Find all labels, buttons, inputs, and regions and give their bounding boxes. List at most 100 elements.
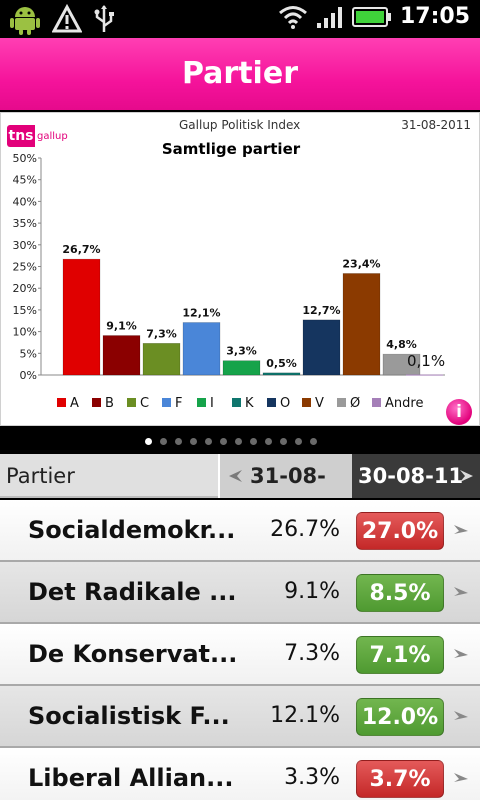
party-name: De Konservat... [28,640,238,668]
party-value: 7.3% [284,641,340,666]
page-dot [250,438,257,445]
party-value: 12.1% [270,703,340,728]
bar [182,322,221,376]
data-label: 7,3% [146,327,177,340]
page-dot [310,438,317,445]
bar [302,319,341,376]
column-title: Partier [6,464,75,488]
wifi-icon [279,5,307,29]
page-dot [145,438,152,445]
page-dot [235,438,242,445]
page-dot [160,438,167,445]
y-tick-label: 15% [13,304,37,317]
page-dot [205,438,212,445]
bar [342,273,381,376]
legend-swatch [302,398,311,407]
status-bar: 17:05 [0,0,480,38]
legend-label: B [105,396,114,411]
party-name: Socialistisk F... [28,702,230,730]
row-arrow-icon [454,711,468,720]
y-tick-label: 40% [13,195,37,208]
prev-value-badge: 27.0% [356,512,444,550]
legend-swatch [127,398,136,407]
data-label: 12,1% [182,306,220,319]
android-icon [10,7,40,35]
prev-value-badge: 3.7% [356,760,444,798]
data-label: 0,1% [407,352,445,370]
row-arrow-icon [454,525,468,534]
tns-gallup-logo: tns gallup [7,123,68,149]
usb-icon [94,5,114,32]
data-label: 3,3% [226,345,257,358]
data-label: 0,5% [266,357,297,370]
list-item[interactable]: De Konservat... 7.3% 7.1% [0,624,480,686]
legend-label: V [315,396,324,411]
prev-value-badge: 12.0% [356,698,444,736]
bar [222,360,261,376]
legend-label: O [280,396,290,411]
row-arrow-icon [454,773,468,782]
legend-label: Ø [350,396,360,411]
legend-label: I [210,396,214,411]
legend-swatch [92,398,101,407]
chevron-right-icon [460,470,473,482]
page-dot [280,438,287,445]
legend-swatch [162,398,171,407]
logo-main: tns [7,125,35,147]
page-title: Partier [182,56,298,91]
date-compare-label: 30-08-11 [358,464,464,488]
y-tick-label: 25% [13,261,37,274]
party-list: Socialdemokr... 26.7% 27.0% Det Radikale… [0,500,480,800]
battery-icon [351,6,391,27]
bar [102,335,141,376]
y-tick-label: 50% [13,152,37,165]
list-item[interactable]: Socialdemokr... 26.7% 27.0% [0,500,480,562]
legend-label: Andre [385,396,423,411]
party-name: Socialdemokr... [28,516,236,544]
y-tick-label: 35% [13,217,37,230]
bar-chart: 0% 5% 10% 15% 20% 25% 30% 35% 40% 45% 50% 26,7% 9,1%… [13,152,446,411]
y-tick-label: 0% [20,369,37,382]
info-button[interactable]: i [446,399,472,425]
legend-label: K [245,396,254,411]
bar [382,353,421,376]
page-dot [295,438,302,445]
legend-swatch [232,398,241,407]
party-value: 3.3% [284,765,340,790]
y-tick-label: 5% [20,347,37,360]
title-bar: Partier [0,38,480,110]
list-item[interactable]: Det Radikale ... 9.1% 8.5% [0,562,480,624]
row-arrow-icon [454,587,468,596]
bar [406,374,443,376]
clock: 17:05 [399,4,470,29]
date-compare-button[interactable]: 30-08-11 [352,454,480,498]
y-tick-label: 45% [13,174,37,187]
party-value: 9.1% [284,579,340,604]
chart-title: Samtlige partier [161,140,301,158]
table-header: Partier 31-08-11 30-08-11 [0,454,480,532]
signal-icon [316,6,342,28]
page-dot [175,438,182,445]
legend-swatch [372,398,381,407]
chart-panel[interactable]: 0% 5% 10% 15% 20% 25% 30% 35% 40% 45% 50% 26,7% 9,1%… [0,112,480,426]
list-item[interactable]: Socialistisk F... 12.1% 12.0% [0,686,480,748]
legend-swatch [267,398,276,407]
party-name: Det Radikale ... [28,578,237,606]
date-prev-button[interactable]: 31-08-11 [218,454,352,532]
party-name: Liberal Allian... [28,764,234,792]
data-label: 12,7% [302,304,340,317]
prev-value-badge: 8.5% [356,574,444,612]
data-label: 9,1% [106,320,137,333]
party-value: 26.7% [270,517,340,542]
chart-date: 31-08-2011 [401,118,471,132]
page-dot [220,438,227,445]
y-tick-label: 20% [13,282,37,295]
legend-label: F [175,396,182,411]
bar [142,343,181,376]
warning-icon [52,4,82,33]
y-tick-label: 30% [13,239,37,252]
data-label: 23,4% [342,257,380,270]
page-indicator [0,428,480,454]
list-item[interactable]: Liberal Allian... 3.3% 3.7% [0,748,480,800]
legend-swatch [57,398,66,407]
